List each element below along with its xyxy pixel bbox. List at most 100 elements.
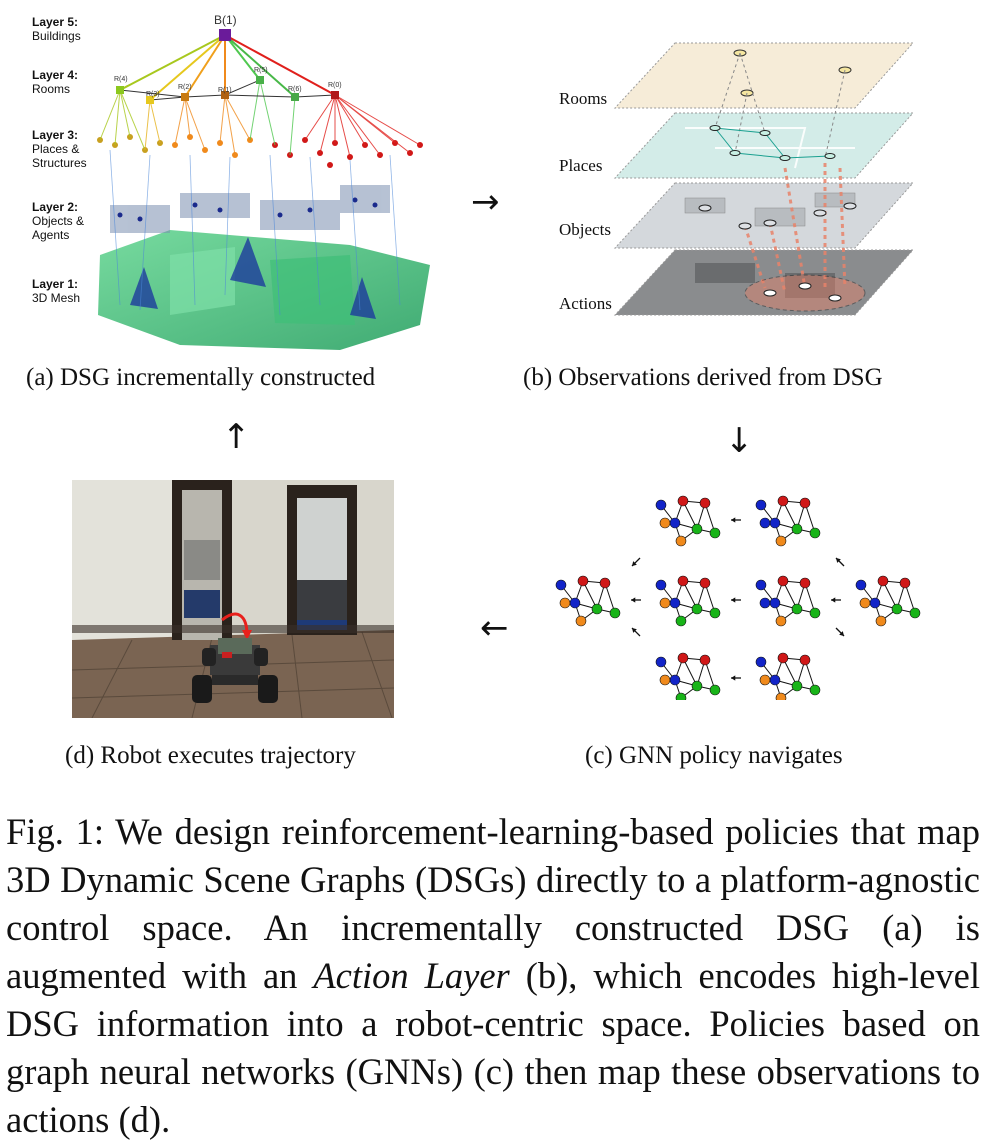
gnn-node [777, 652, 789, 664]
gnn-node [677, 652, 689, 664]
gnn-node [791, 523, 803, 535]
robot-scene-illustration [72, 480, 394, 718]
gnn-node [769, 674, 781, 686]
gnn-node [659, 517, 671, 529]
gnn-node [677, 575, 689, 587]
building-label: B(1) [214, 13, 237, 27]
gnn-node [655, 579, 667, 591]
gnn-node [777, 495, 789, 507]
subcaption-d: (d) Robot executes trajectory [65, 742, 356, 769]
gnn-node [775, 535, 787, 547]
gnn-node [677, 495, 689, 507]
gnn-node [675, 692, 687, 704]
gnn-node [709, 684, 721, 696]
gnn-node [577, 575, 589, 587]
gnn-node [709, 607, 721, 619]
building-node [219, 29, 231, 41]
gnn-graph [655, 652, 721, 704]
room-node [181, 93, 189, 101]
gnn-node [769, 597, 781, 609]
caption-text-1: Fig. 1: We design reinforcement-learning… [6, 811, 980, 996]
gnn-node [799, 497, 811, 509]
room-node [116, 86, 124, 94]
gnn-node [877, 575, 889, 587]
room-node [331, 91, 339, 99]
layer-label-rooms: Layer 4: Rooms [32, 68, 79, 96]
room-label: R(3) [146, 91, 160, 98]
gnn-graph [655, 495, 721, 547]
gnn-node [909, 607, 921, 619]
gnn-node [791, 603, 803, 615]
gnn-graphs-illustration [555, 495, 921, 704]
caption-italic-term: Action Layer [313, 955, 510, 996]
arrow-left: ← [480, 608, 509, 648]
gnn-node [669, 674, 681, 686]
room-node [146, 96, 154, 104]
room-label: R(2) [178, 84, 192, 91]
observation-layers-illustration [613, 42, 915, 316]
gnn-node [669, 517, 681, 529]
gnn-node [755, 579, 767, 591]
panel-c-gnn-graphs [548, 488, 928, 704]
room-label: R(4) [114, 76, 128, 83]
layer-label-mesh: Layer 1: 3D Mesh [32, 277, 81, 305]
robot-car [192, 638, 278, 703]
room-label: R(1) [218, 87, 232, 94]
layer-label-actions-b: Actions [559, 294, 612, 313]
panel-a-dsg-figure: B(1) R(4) R(3) R(2) R(1) R(5) R(6) R(0) … [20, 5, 440, 353]
gnn-graph [555, 575, 621, 627]
gnn-node [755, 656, 767, 668]
gnn-node [675, 535, 687, 547]
gnn-node [777, 575, 789, 587]
room-node [256, 76, 264, 84]
layer-label-rooms-b: Rooms [559, 89, 608, 108]
layer-label-buildings: Layer 5: Buildings [32, 15, 81, 43]
subcaption-a: (a) DSG incrementally constructed [26, 364, 376, 391]
subcaption-c: (c) GNN policy navigates [585, 742, 843, 769]
gnn-node [691, 523, 703, 535]
layer-label-places: Layer 3: Places & Structures [32, 128, 87, 170]
gnn-node [709, 527, 721, 539]
gnn-node [659, 597, 671, 609]
gnn-node [759, 517, 771, 529]
gnn-node [691, 603, 703, 615]
gnn-node [809, 684, 821, 696]
gnn-node [691, 680, 703, 692]
layer-label-places-b: Places [559, 156, 603, 175]
gnn-node [875, 615, 887, 627]
gnn-node [559, 597, 571, 609]
gnn-node [655, 499, 667, 511]
gnn-node [591, 603, 603, 615]
gnn-node [769, 517, 781, 529]
panel-b-observation-layers: Rooms Places Objects Actions [555, 38, 917, 320]
gnn-graph [755, 495, 821, 547]
panel-d-robot-scene [72, 480, 394, 718]
gnn-node [809, 607, 821, 619]
room-label: R(0) [328, 82, 342, 89]
gnn-node [799, 654, 811, 666]
gnn-node [859, 597, 871, 609]
gnn-graph [855, 575, 921, 627]
caption-text-2: (b), which encodes high-level DSG inform… [6, 955, 980, 1140]
gnn-node [809, 527, 821, 539]
gnn-node [699, 577, 711, 589]
gnn-node [675, 615, 687, 627]
room-label: R(5) [254, 67, 268, 74]
gnn-node [891, 603, 903, 615]
gnn-node [569, 597, 581, 609]
figure-caption: Fig. 1: We design reinforcement-learning… [6, 808, 980, 1144]
gnn-graph [655, 575, 721, 627]
arrow-up: ↑ [222, 417, 251, 457]
gnn-node [555, 579, 567, 591]
gnn-node [775, 615, 787, 627]
gnn-node [699, 654, 711, 666]
gnn-node [655, 656, 667, 668]
room-node [221, 91, 229, 99]
gnn-node [759, 597, 771, 609]
gnn-node [869, 597, 881, 609]
subcaption-b: (b) Observations derived from DSG [523, 364, 883, 391]
gnn-node [669, 597, 681, 609]
gnn-node [899, 577, 911, 589]
gnn-node [575, 615, 587, 627]
gnn-node [799, 577, 811, 589]
